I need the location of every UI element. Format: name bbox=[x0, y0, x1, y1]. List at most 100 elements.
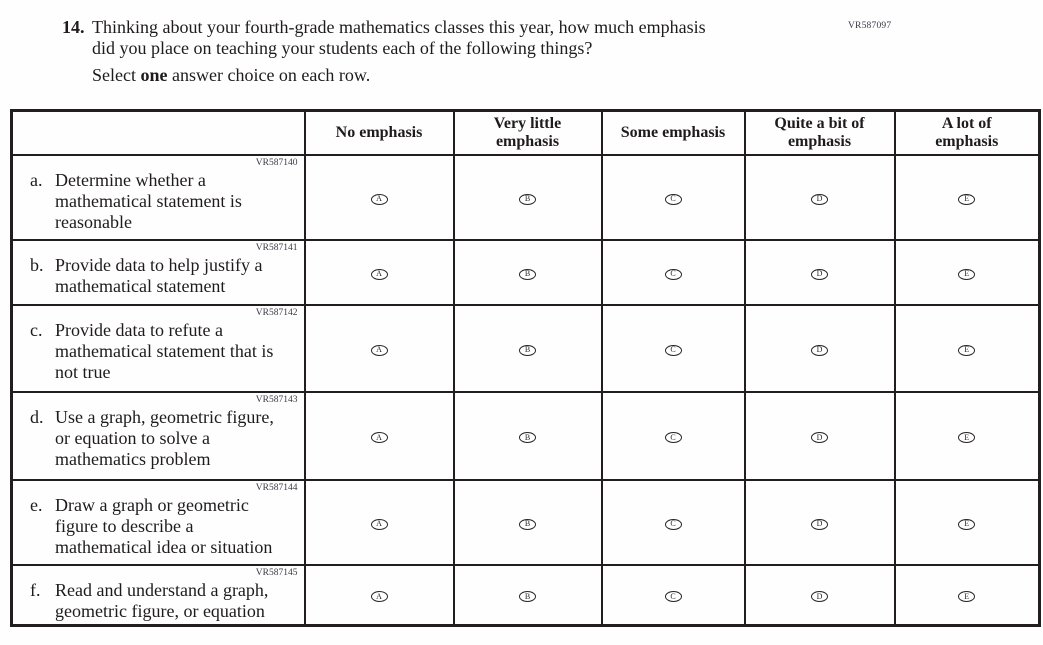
answer-bubble-d-D[interactable]: D bbox=[811, 432, 828, 443]
answer-bubble-b-C[interactable]: C bbox=[664, 268, 682, 280]
option-cell: C bbox=[600, 478, 746, 566]
row-code-c: VR587142 bbox=[255, 307, 298, 318]
row-stem-a: VR587140 a. Determine whether a mathemat… bbox=[10, 153, 306, 241]
instruction-prefix: Select bbox=[92, 65, 141, 85]
question-number: 14. bbox=[62, 17, 85, 37]
table-row-a: VR587140 a. Determine whether a mathemat… bbox=[10, 153, 1041, 241]
answer-bubble-f-E[interactable]: E bbox=[958, 591, 976, 603]
row-code-d: VR587143 bbox=[255, 394, 298, 405]
option-cell: A bbox=[303, 563, 455, 627]
answer-bubble-e-D[interactable]: D bbox=[811, 518, 828, 530]
row-label-f: Read and understand a graph, geometric f… bbox=[55, 579, 269, 621]
answer-bubble-c-E[interactable]: E bbox=[958, 344, 976, 356]
header-empty-cell bbox=[10, 109, 306, 156]
answer-bubble-a-A[interactable]: A bbox=[370, 193, 388, 205]
option-cell: E bbox=[893, 303, 1041, 393]
row-letter-b: b. bbox=[30, 254, 44, 275]
answer-bubble-f-D[interactable]: D bbox=[811, 591, 828, 603]
table-row-c: VR587142 c. Provide data to refute a mat… bbox=[10, 303, 1041, 393]
option-cell: E bbox=[893, 563, 1041, 627]
answer-bubble-d-C[interactable]: C bbox=[664, 432, 682, 443]
header-some-emphasis: Some emphasis bbox=[600, 109, 746, 156]
answer-bubble-b-E[interactable]: E bbox=[958, 268, 976, 280]
answer-bubble-a-B[interactable]: B bbox=[519, 193, 536, 205]
answer-bubble-e-E[interactable]: E bbox=[958, 518, 976, 530]
row-label-b: Provide data to help justify a mathemati… bbox=[55, 254, 263, 296]
answer-bubble-a-C[interactable]: C bbox=[664, 193, 682, 205]
row-code-e: VR587144 bbox=[255, 482, 298, 493]
option-cell: A bbox=[303, 478, 455, 566]
question-block: 14. Thinking about your fourth-grade mat… bbox=[62, 17, 1043, 86]
answer-bubble-c-D[interactable]: D bbox=[811, 344, 828, 356]
option-cell: C bbox=[600, 390, 746, 481]
option-cell: B bbox=[452, 478, 603, 566]
option-cell: A bbox=[303, 153, 455, 241]
row-stem-b: VR587141 b. Provide data to help justify… bbox=[10, 238, 306, 306]
row-stem-e: VR587144 e. Draw a graph or geometric fi… bbox=[10, 478, 306, 566]
table-row-f: VR587145 f. Read and understand a graph,… bbox=[10, 563, 1041, 627]
option-cell: D bbox=[743, 303, 896, 393]
table-row-b: VR587141 b. Provide data to help justify… bbox=[10, 238, 1041, 306]
table-row-e: VR587144 e. Draw a graph or geometric fi… bbox=[10, 478, 1041, 566]
row-letter-a: a. bbox=[30, 169, 43, 190]
answer-bubble-c-B[interactable]: B bbox=[519, 344, 536, 356]
answer-bubble-b-D[interactable]: D bbox=[811, 268, 828, 280]
row-letter-c: c. bbox=[30, 319, 43, 340]
header-row: No emphasis Very little emphasis Some em… bbox=[10, 109, 1041, 156]
row-letter-e: e. bbox=[30, 494, 43, 515]
option-cell: B bbox=[452, 563, 603, 627]
answer-bubble-f-A[interactable]: A bbox=[370, 591, 388, 603]
question-instruction: Select one answer choice on each row. bbox=[92, 65, 722, 86]
option-cell: A bbox=[303, 303, 455, 393]
answer-bubble-c-A[interactable]: A bbox=[370, 344, 388, 356]
answer-bubble-b-A[interactable]: A bbox=[370, 268, 388, 280]
option-cell: C bbox=[600, 238, 746, 306]
option-cell: D bbox=[743, 478, 896, 566]
row-stem-f: VR587145 f. Read and understand a graph,… bbox=[10, 563, 306, 627]
option-cell: D bbox=[743, 238, 896, 306]
option-cell: D bbox=[743, 153, 896, 241]
answer-bubble-c-C[interactable]: C bbox=[664, 344, 682, 356]
option-cell: B bbox=[452, 238, 603, 306]
row-code-f: VR587145 bbox=[255, 567, 298, 578]
row-letter-f: f. bbox=[30, 579, 41, 600]
option-cell: A bbox=[303, 390, 455, 481]
header-no-emphasis: No emphasis bbox=[303, 109, 455, 156]
row-label-d: Use a graph, geometric figure, or equati… bbox=[55, 406, 274, 469]
option-cell: E bbox=[893, 478, 1041, 566]
answer-bubble-b-B[interactable]: B bbox=[519, 268, 536, 280]
row-stem-d: VR587143 d. Use a graph, geometric figur… bbox=[10, 390, 306, 481]
answer-bubble-e-B[interactable]: B bbox=[519, 518, 536, 530]
answer-bubble-f-C[interactable]: C bbox=[664, 591, 682, 603]
answer-bubble-d-E[interactable]: E bbox=[958, 432, 976, 443]
option-cell: D bbox=[743, 390, 896, 481]
question-text: Thinking about your fourth-grade mathema… bbox=[92, 17, 706, 58]
row-label-e: Draw a graph or geometric figure to desc… bbox=[55, 494, 273, 557]
answer-bubble-f-B[interactable]: B bbox=[519, 591, 536, 603]
table-row-d: VR587143 d. Use a graph, geometric figur… bbox=[10, 390, 1041, 481]
option-cell: E bbox=[893, 390, 1041, 481]
form-code: VR587097 bbox=[848, 21, 892, 31]
header-very-little-emphasis: Very little emphasis bbox=[452, 109, 603, 156]
answer-bubble-d-B[interactable]: B bbox=[519, 432, 536, 443]
row-letter-d: d. bbox=[30, 406, 44, 427]
row-code-b: VR587141 bbox=[255, 242, 298, 253]
answer-bubble-e-A[interactable]: A bbox=[370, 518, 388, 530]
answer-bubble-a-D[interactable]: D bbox=[811, 193, 828, 205]
answer-bubble-e-C[interactable]: C bbox=[664, 518, 682, 530]
option-cell: E bbox=[893, 238, 1041, 306]
answer-bubble-d-A[interactable]: A bbox=[370, 432, 388, 443]
option-cell: B bbox=[452, 303, 603, 393]
option-cell: B bbox=[452, 153, 603, 241]
option-cell: C bbox=[600, 563, 746, 627]
instruction-bold-word: one bbox=[140, 65, 168, 85]
emphasis-matrix-table: No emphasis Very little emphasis Some em… bbox=[10, 109, 1041, 627]
header-a-lot-emphasis: A lot of emphasis bbox=[893, 109, 1041, 156]
option-cell: B bbox=[452, 390, 603, 481]
row-label-a: Determine whether a mathematical stateme… bbox=[55, 169, 242, 232]
option-cell: A bbox=[303, 238, 455, 306]
option-cell: C bbox=[600, 303, 746, 393]
row-stem-c: VR587142 c. Provide data to refute a mat… bbox=[10, 303, 306, 393]
row-label-c: Provide data to refute a mathematical st… bbox=[55, 319, 274, 382]
answer-bubble-a-E[interactable]: E bbox=[958, 193, 976, 205]
